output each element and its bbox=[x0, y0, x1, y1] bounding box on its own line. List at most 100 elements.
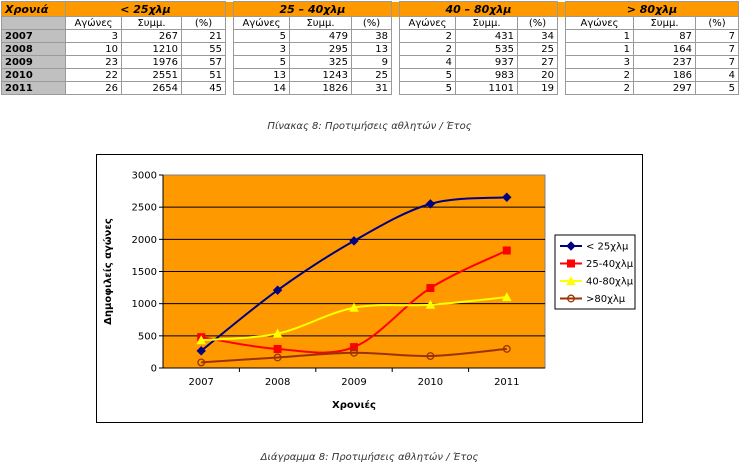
legend-label: 25-40χλμ bbox=[586, 259, 634, 270]
column-gap bbox=[391, 55, 400, 69]
sub-header: Συμμ. bbox=[289, 16, 352, 30]
column-gap bbox=[225, 68, 234, 82]
value-cell: 1210 bbox=[121, 42, 182, 56]
column-gap bbox=[557, 1, 566, 17]
column-gap bbox=[391, 29, 400, 43]
column-gap bbox=[225, 1, 234, 17]
series-4-line bbox=[201, 347, 507, 364]
column-gap bbox=[557, 42, 566, 56]
value-cell: 21 bbox=[181, 29, 226, 43]
table-caption: Πίνακας 8: Προτιμήσεις αθλητών / Έτος bbox=[267, 121, 472, 132]
column-gap bbox=[225, 55, 234, 69]
series-1-point bbox=[196, 346, 206, 356]
column-gap bbox=[557, 68, 566, 82]
value-cell: 51 bbox=[181, 68, 226, 82]
y-axis-title: Δημοφιλείς αγώνες bbox=[102, 218, 114, 325]
column-gap bbox=[225, 81, 234, 95]
value-cell: 5 bbox=[399, 68, 456, 82]
sub-header: (%) bbox=[695, 16, 739, 30]
sub-header: Συμμ. bbox=[455, 16, 518, 30]
legend-label: < 25χλμ bbox=[586, 242, 629, 253]
sub-header: Συμμ. bbox=[633, 16, 696, 30]
y-tick-label: 3000 bbox=[132, 171, 157, 182]
series-1-point bbox=[502, 192, 512, 202]
series-2-point bbox=[426, 284, 435, 293]
value-cell: 4 bbox=[695, 68, 739, 82]
value-cell: 2551 bbox=[121, 68, 182, 82]
value-cell: 5 bbox=[399, 81, 456, 95]
table-subheader-row: Αγώνες Συμμ. (%) Αγώνες Συμμ. (%) Αγώνες Συμμ.(… bbox=[1, 16, 739, 30]
column-gap bbox=[557, 16, 566, 30]
value-cell: 38 bbox=[351, 29, 392, 43]
value-cell: 19 bbox=[517, 81, 558, 95]
column-gap bbox=[225, 16, 234, 30]
value-cell: 2654 bbox=[121, 81, 182, 95]
value-cell: 2 bbox=[565, 68, 634, 82]
value-cell: 3 bbox=[565, 55, 634, 69]
value-cell: 45 bbox=[181, 81, 226, 95]
group-header: 25 – 40χλμ bbox=[233, 1, 392, 17]
value-cell: 3 bbox=[65, 29, 122, 43]
group-header: < 25χλμ bbox=[65, 1, 226, 17]
sub-header: Συμμ. bbox=[121, 16, 182, 30]
series-2-point bbox=[502, 246, 511, 255]
value-cell: 479 bbox=[289, 29, 352, 43]
series-4-point bbox=[502, 344, 511, 353]
value-cell: 9 bbox=[351, 55, 392, 69]
value-cell: 295 bbox=[289, 42, 352, 56]
legend-marker bbox=[567, 259, 575, 268]
sub-header: Αγώνες bbox=[399, 16, 456, 30]
value-cell: 14 bbox=[233, 81, 290, 95]
value-cell: 1826 bbox=[289, 81, 352, 95]
value-cell: 325 bbox=[289, 55, 352, 69]
value-cell: 57 bbox=[181, 55, 226, 69]
value-cell: 1 bbox=[565, 42, 634, 56]
column-gap bbox=[391, 16, 400, 30]
legend-marker bbox=[566, 241, 576, 251]
year-subheader-cell bbox=[1, 16, 66, 30]
group-header: > 80χλμ bbox=[565, 1, 739, 17]
table-header-row: Χρονιά < 25χλμ 25 – 40χλμ 40 – 80χλμ > 80χλμ bbox=[1, 1, 739, 17]
table-row: 2007 3 267 21 5 479 38 2 431 34 1 87 7 bbox=[1, 29, 739, 43]
chart-frame: 0 500 1000 1500 2000 2500 3000 2007 2008 2009 2010… bbox=[96, 154, 643, 423]
series-2-point bbox=[273, 345, 282, 354]
x-tick-label: 2010 bbox=[418, 377, 443, 388]
year-cell: 2009 bbox=[1, 55, 66, 69]
column-gap bbox=[391, 68, 400, 82]
column-gap bbox=[557, 29, 566, 43]
y-tick-label: 2500 bbox=[132, 203, 157, 214]
value-cell: 23 bbox=[65, 55, 122, 69]
column-gap bbox=[391, 81, 400, 95]
series-3-point bbox=[501, 292, 512, 302]
value-cell: 983 bbox=[455, 68, 518, 82]
legend-label: >80χλμ bbox=[586, 294, 626, 305]
column-gap bbox=[225, 42, 234, 56]
stats-table: Χρονιά < 25χλμ 25 – 40χλμ 40 – 80χλμ > 80χλμ… bbox=[1, 1, 739, 95]
y-tick-label: 1000 bbox=[132, 299, 157, 310]
value-cell: 267 bbox=[121, 29, 182, 43]
value-cell: 10 bbox=[65, 42, 122, 56]
value-cell: 237 bbox=[633, 55, 696, 69]
value-cell: 2 bbox=[399, 42, 456, 56]
series-3-point bbox=[349, 302, 359, 312]
year-column-header: Χρονιά bbox=[1, 1, 66, 17]
table-row: 2008 10 1210 55 3 295 13 2 535 25 1 164 7 bbox=[1, 42, 739, 56]
x-tick-label: 2007 bbox=[188, 377, 213, 388]
value-cell: 297 bbox=[633, 81, 696, 95]
y-tick-label: 0 bbox=[151, 364, 157, 375]
value-cell: 55 bbox=[181, 42, 226, 56]
column-gap bbox=[225, 29, 234, 43]
sub-header: Αγώνες bbox=[233, 16, 290, 30]
value-cell: 164 bbox=[633, 42, 696, 56]
value-cell: 25 bbox=[351, 68, 392, 82]
value-cell: 1243 bbox=[289, 68, 352, 82]
series-1-point bbox=[425, 199, 436, 209]
sub-header: (%) bbox=[181, 16, 226, 30]
value-cell: 186 bbox=[633, 68, 696, 82]
year-cell: 2011 bbox=[1, 81, 66, 95]
chart-caption: Διάγραμμα 8: Προτιμήσεις αθλητών / Έτος bbox=[260, 452, 479, 463]
legend-marker bbox=[567, 294, 575, 303]
y-tick-label: 500 bbox=[138, 331, 157, 342]
y-tick-label: 2000 bbox=[132, 235, 157, 246]
series-4-point bbox=[426, 352, 435, 360]
